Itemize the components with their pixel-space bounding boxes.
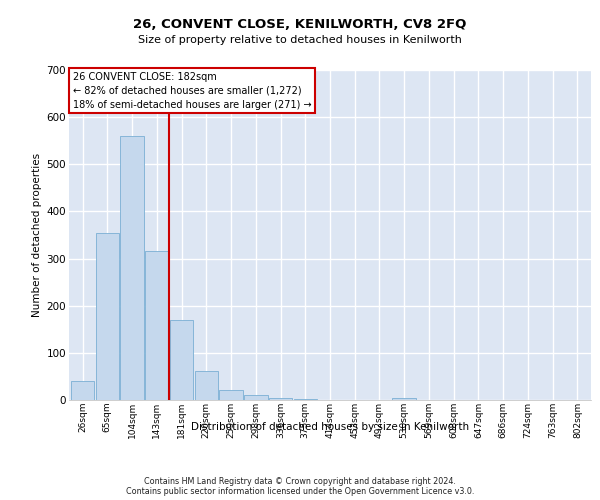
Bar (121, 136, 144, 400)
Bar (95, 232, 119, 400)
Bar (219, 390, 243, 400)
Bar (145, 252, 169, 400)
Text: Size of property relative to detached houses in Kenilworth: Size of property relative to detached ho… (138, 35, 462, 45)
Text: Contains HM Land Registry data © Crown copyright and database right 2024.
Contai: Contains HM Land Registry data © Crown c… (126, 476, 474, 496)
Text: Distribution of detached houses by size in Kenilworth: Distribution of detached houses by size … (191, 422, 469, 432)
Bar (71, 381, 94, 400)
Bar (194, 371, 218, 400)
Bar (244, 396, 268, 400)
Text: 26 CONVENT CLOSE: 182sqm
← 82% of detached houses are smaller (1,272)
18% of sem: 26 CONVENT CLOSE: 182sqm ← 82% of detach… (73, 72, 311, 110)
Bar (170, 320, 193, 400)
Y-axis label: Number of detached properties: Number of detached properties (32, 153, 43, 317)
Bar (392, 398, 416, 400)
Bar (269, 398, 292, 400)
Bar (293, 399, 317, 400)
Text: 26, CONVENT CLOSE, KENILWORTH, CV8 2FQ: 26, CONVENT CLOSE, KENILWORTH, CV8 2FQ (133, 18, 467, 30)
